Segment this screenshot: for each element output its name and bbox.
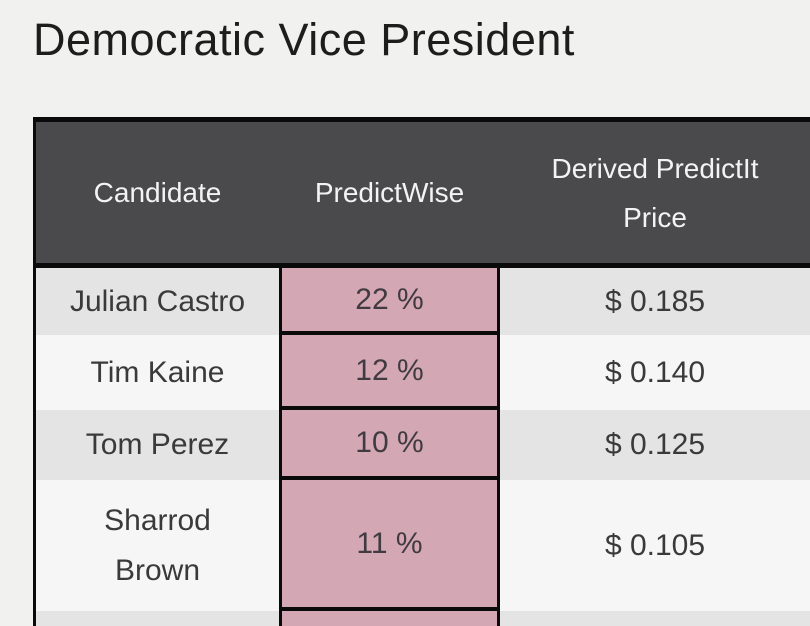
table-row: Julian Castro 22 % $ 0.185 xyxy=(36,268,810,335)
candidate-cell: Tom Perez xyxy=(36,410,279,480)
table-row: Sharrod Brown 11 % $ 0.105 xyxy=(36,480,810,611)
column-header-candidate: Candidate xyxy=(93,177,222,208)
candidate-cell: Tim Kaine xyxy=(36,335,279,410)
price-cell: $ 0.125 xyxy=(500,410,810,480)
predictwise-cell xyxy=(279,611,500,626)
price-value: $ 0.105 xyxy=(604,528,706,562)
predictwise-cell: 12 % xyxy=(279,335,500,410)
predictwise-cell: 22 % xyxy=(279,268,500,335)
predictwise-value: 22 % xyxy=(355,282,424,316)
prediction-table: Candidate PredictWise Derived PredictIt … xyxy=(33,117,810,626)
price-value: $ 0.125 xyxy=(604,428,706,461)
table-header-row: Candidate PredictWise Derived PredictIt … xyxy=(36,122,810,268)
candidate-name: Sharrod Brown xyxy=(104,504,211,587)
candidate-name: Tim Kaine xyxy=(90,355,225,389)
candidate-name: Julian Castro xyxy=(69,284,246,318)
page-title: Democratic Vice President xyxy=(33,14,575,65)
price-cell xyxy=(500,611,810,626)
predictwise-value: 10 % xyxy=(355,426,424,459)
price-cell: $ 0.140 xyxy=(500,335,810,410)
predictwise-value: 11 % xyxy=(356,526,423,560)
candidate-cell xyxy=(36,611,279,626)
price-cell: $ 0.105 xyxy=(500,480,810,611)
predictwise-cell: 11 % xyxy=(279,480,500,611)
candidate-cell: Julian Castro xyxy=(36,268,279,335)
predictwise-value: 12 % xyxy=(355,353,424,387)
candidate-cell: Sharrod Brown xyxy=(36,480,279,611)
predictwise-cell: 10 % xyxy=(279,410,500,480)
price-value: $ 0.185 xyxy=(604,284,706,318)
table-row-partial xyxy=(36,611,810,626)
price-cell: $ 0.185 xyxy=(500,268,810,335)
column-header-predictwise: PredictWise xyxy=(314,177,465,208)
candidate-name: Tom Perez xyxy=(85,428,230,461)
table-row: Tom Perez 10 % $ 0.125 xyxy=(36,410,810,480)
price-value: $ 0.140 xyxy=(604,355,706,389)
table-row: Tim Kaine 12 % $ 0.140 xyxy=(36,335,810,410)
column-header-derived-predictit-price: Derived PredictIt Price xyxy=(551,152,759,233)
